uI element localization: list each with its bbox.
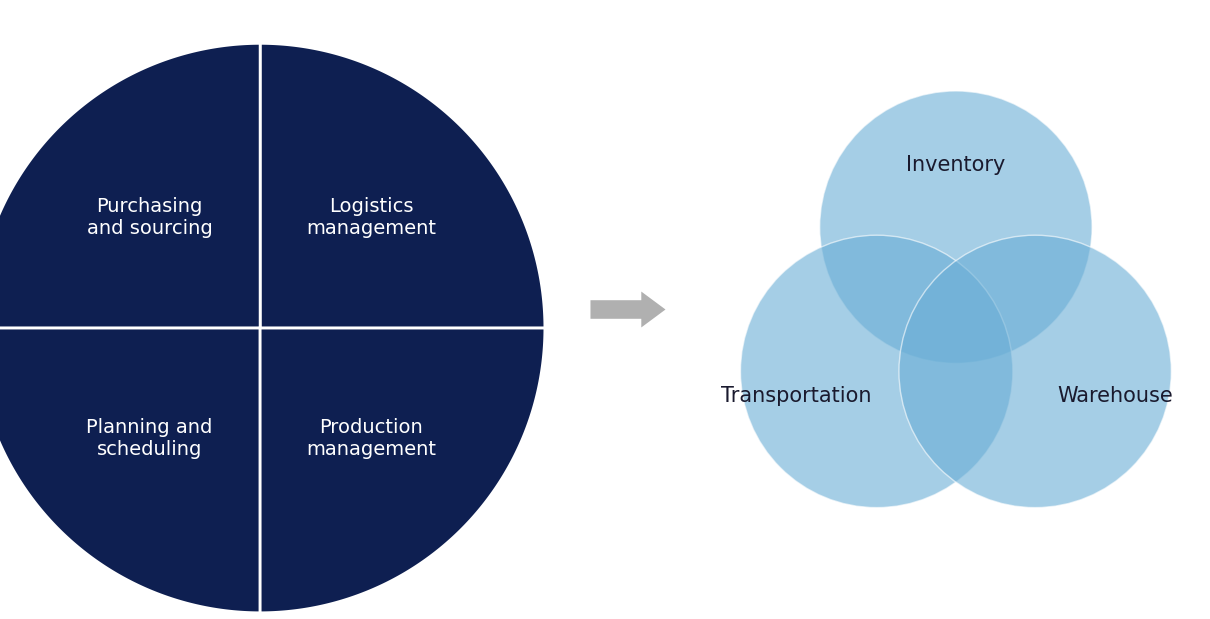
Ellipse shape: [899, 235, 1171, 508]
Text: Logistics
management: Logistics management: [306, 197, 436, 238]
Polygon shape: [260, 328, 544, 613]
Polygon shape: [0, 328, 260, 613]
Text: Transportation: Transportation: [721, 386, 871, 406]
Ellipse shape: [741, 235, 1013, 508]
Text: Production
management: Production management: [306, 418, 436, 459]
Text: Planning and
scheduling: Planning and scheduling: [86, 418, 213, 459]
Text: Inventory: Inventory: [906, 155, 1006, 175]
Polygon shape: [590, 292, 666, 327]
Text: Purchasing
and sourcing: Purchasing and sourcing: [87, 197, 212, 238]
Text: Warehouse: Warehouse: [1058, 386, 1174, 406]
Polygon shape: [260, 43, 544, 328]
Ellipse shape: [819, 91, 1093, 363]
Polygon shape: [0, 43, 260, 328]
